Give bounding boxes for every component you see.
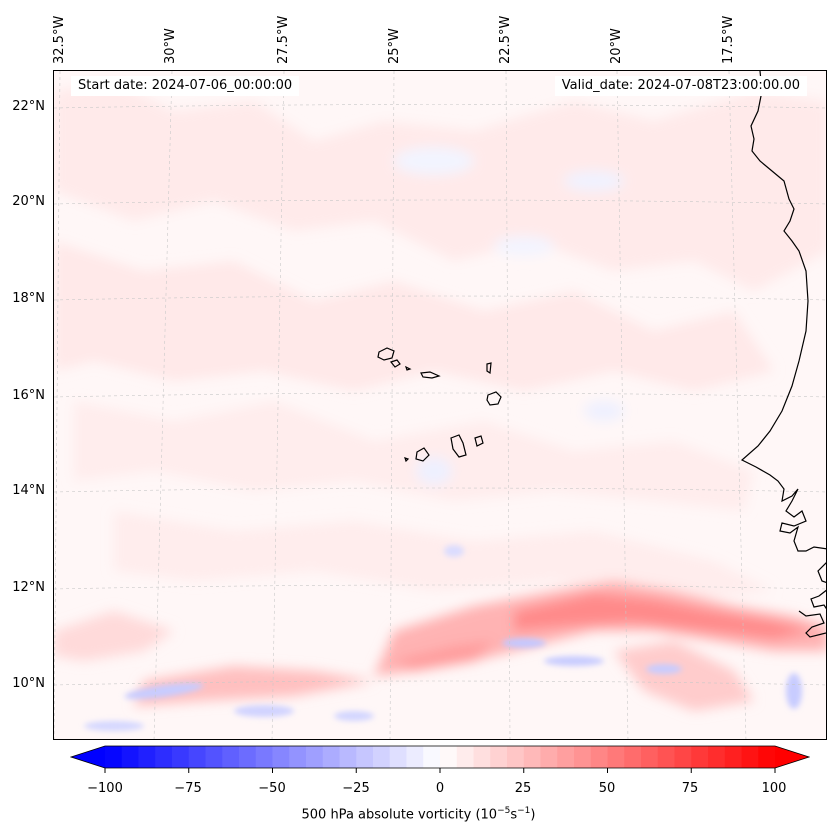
africa-coastline-south [798,562,826,638]
colorbar-segment [205,746,223,768]
colorbar-segment [339,746,357,768]
colorbar-segment [507,746,525,768]
lon-label-27-5w: 27.5°W [276,15,291,64]
colorbar-segment [758,746,776,768]
lon-label-30w: 30°W [163,28,178,64]
colorbar-tick-label: −25 [342,781,370,796]
colorbar-segment [373,746,391,768]
colorbar-segment [540,746,558,768]
colorbar-segment [322,746,340,768]
colorbar-tick-label: −100 [87,781,123,796]
colorbar-segment [574,746,592,768]
colorbar-segment [490,746,508,768]
lon-label-20w: 20°W [609,28,624,64]
lat-label-18n: 18°N [12,291,45,306]
lon-label-25w: 25°W [387,28,402,64]
valid-date-label: Valid_date: 2024-07-08T23:00:00.00 [554,76,807,96]
lon-label-22-5w: 22.5°W [498,15,513,64]
colorbar-segment [272,746,290,768]
colorbar-segment [523,746,541,768]
colorbar-segment [306,746,324,768]
colorbar-extend-max [775,746,809,768]
africa-coastline [740,71,826,552]
vorticity-field [54,71,826,739]
colorbar-segment [356,746,374,768]
colorbar-extend-min [71,746,105,768]
colorbar-tick-label: 0 [435,781,445,796]
colorbar-segment [423,746,441,768]
colorbar-segment [473,746,491,768]
lat-label-22n: 22°N [12,99,45,114]
colorbar-segment [557,746,575,768]
lat-label-14n: 14°N [12,483,45,498]
colorbar-segment [188,746,206,768]
start-date-label: Start date: 2024-07-06_00:00:00 [71,76,300,96]
colorbar-segment [406,746,424,768]
vorticity-shading [54,81,826,711]
colorbar-tick-label: 100 [761,781,787,796]
colorbar-tick-label: −50 [258,781,286,796]
colorbar-tick-label: 75 [681,781,699,796]
colorbar-segment [222,746,240,768]
vorticity-negative-streaks [84,545,802,731]
colorbar-segment [239,746,257,768]
colorbar-segment [456,746,474,768]
colorbar-segment [155,746,173,768]
lon-label-32-5w: 32.5°W [52,15,67,64]
cape-verde-islands [377,347,502,463]
colorbar-segment [674,746,692,768]
graticule [54,71,826,739]
colorbar-segment [590,746,608,768]
lat-label-16n: 16°N [12,388,45,403]
colorbar-segment [641,746,659,768]
colorbar [70,745,810,773]
colorbar-segment [607,746,625,768]
colorbar-tick-label: −75 [174,781,202,796]
lat-label-10n: 10°N [12,676,45,691]
colorbar-tick-label: 25 [514,781,532,796]
colorbar-segment [255,746,273,768]
lat-label-20n: 20°N [12,194,45,209]
colorbar-segment [724,746,742,768]
colorbar-segment [741,746,759,768]
map-panel[interactable] [53,70,827,740]
lon-label-17-5w: 17.5°W [721,15,736,64]
colorbar-segment [691,746,709,768]
colorbar-segment [657,746,675,768]
colorbar-segment [138,746,156,768]
lat-label-12n: 12°N [12,580,45,595]
colorbar-label: 500 hPa absolute vorticity (10−5s−1) [301,806,536,823]
colorbar-segment [624,746,642,768]
colorbar-segment [289,746,307,768]
colorbar-tick-label: 50 [598,781,616,796]
colorbar-segment [105,746,123,768]
colorbar-segment [708,746,726,768]
colorbar-segment [389,746,407,768]
colorbar-segment [121,746,139,768]
colorbar-segment [172,746,190,768]
colorbar-segment [440,746,458,768]
